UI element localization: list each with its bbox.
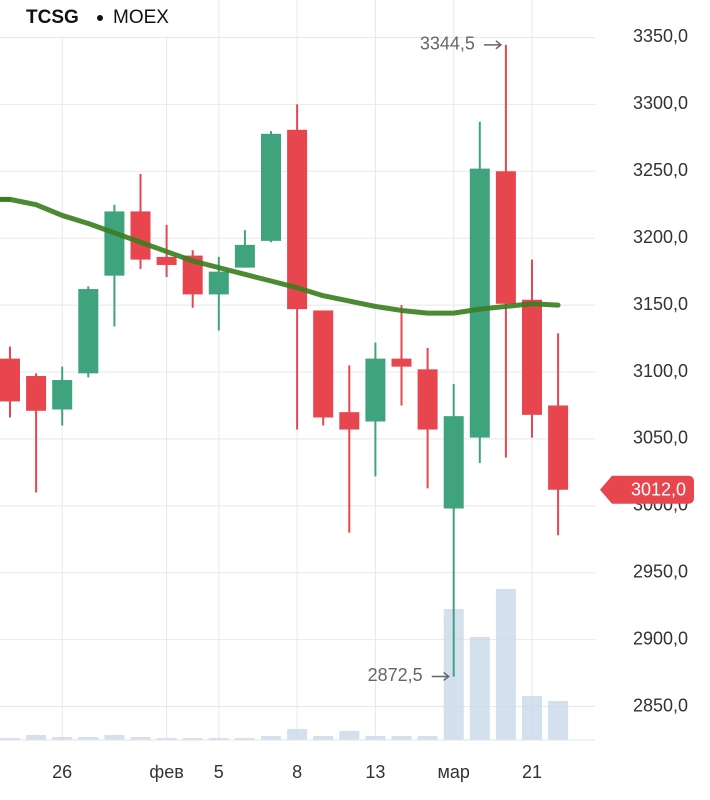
volume-bar [365, 736, 386, 740]
chart-subtitle: MOEX [113, 7, 169, 28]
y-tick-label: 3150,0 [633, 294, 688, 314]
candle-body [78, 289, 99, 374]
chart-title: TCSG [26, 7, 79, 28]
candle-body [522, 299, 542, 415]
volume-bar [208, 738, 229, 740]
volume-bar [548, 701, 569, 740]
y-tick-label: 3050,0 [633, 428, 688, 448]
volume-layer [0, 589, 569, 740]
last-price-badge [600, 475, 694, 504]
separator-dot [97, 15, 103, 21]
candle-body [52, 380, 73, 410]
annotation-arrowhead [443, 671, 450, 682]
volume-bar [261, 736, 281, 740]
moving-average-line [7, 196, 561, 316]
candle-body [156, 256, 177, 265]
volume-bar [52, 737, 73, 740]
volume-bar [522, 696, 542, 740]
candle-body [417, 369, 438, 430]
candle-body [234, 244, 255, 268]
x-tick-label: 5 [214, 762, 224, 782]
x-tick-label: 26 [52, 762, 72, 782]
x-tick-label: мар [437, 762, 469, 782]
candle-body [495, 171, 516, 304]
candle-body [208, 271, 229, 295]
y-tick-label: 3200,0 [633, 227, 688, 247]
x-tick-label: 8 [292, 762, 302, 782]
candle-body [548, 405, 569, 490]
x-tick-label: 13 [365, 762, 385, 782]
volume-bar [339, 731, 360, 740]
y-tick-label: 2850,0 [633, 695, 688, 715]
y-tick-label: 3350,0 [633, 26, 688, 46]
candle-layer [0, 44, 569, 677]
y-tick-label: 2900,0 [633, 628, 688, 648]
overlay-layer: 2850,02900,02950,03000,03050,03100,03150… [0, 26, 694, 782]
x-tick-label: 21 [522, 762, 542, 782]
candle-body [287, 129, 308, 310]
last-price-label: 3012,0 [631, 480, 686, 500]
volume-bar [287, 729, 308, 740]
volume-bar [469, 637, 490, 740]
y-tick-label: 3300,0 [633, 93, 688, 113]
candle-body [26, 376, 47, 411]
volume-bar [26, 735, 47, 740]
candle-body [104, 211, 125, 276]
volume-bar [130, 737, 151, 740]
candle-body [182, 255, 203, 295]
candle-body [391, 358, 412, 367]
annotation-arrowhead [495, 40, 503, 50]
y-tick-label: 2950,0 [633, 561, 688, 581]
candle-body [339, 412, 360, 430]
candle-body [313, 310, 334, 418]
y-tick-label: 3100,0 [633, 361, 688, 381]
volume-bar [182, 738, 203, 740]
volume-bar [234, 738, 255, 740]
annotation-label: 2872,5 [368, 665, 423, 685]
volume-bar [391, 736, 412, 740]
candle-body [261, 133, 281, 241]
volume-bar [0, 738, 20, 740]
volume-bar [495, 589, 516, 740]
y-tick-label: 3250,0 [633, 160, 688, 180]
title-background [0, 0, 185, 36]
volume-bar [417, 736, 438, 740]
volume-bar [313, 736, 334, 740]
annotation-label: 3344,5 [420, 34, 475, 54]
candle-body [130, 211, 151, 260]
x-tick-label: фев [149, 762, 183, 782]
volume-bar [78, 737, 99, 740]
volume-bar [156, 738, 177, 740]
candle-body [469, 168, 490, 438]
candle-body [443, 416, 464, 509]
candle-body [365, 358, 386, 422]
candle-body [0, 358, 20, 402]
volume-bar [104, 735, 125, 740]
